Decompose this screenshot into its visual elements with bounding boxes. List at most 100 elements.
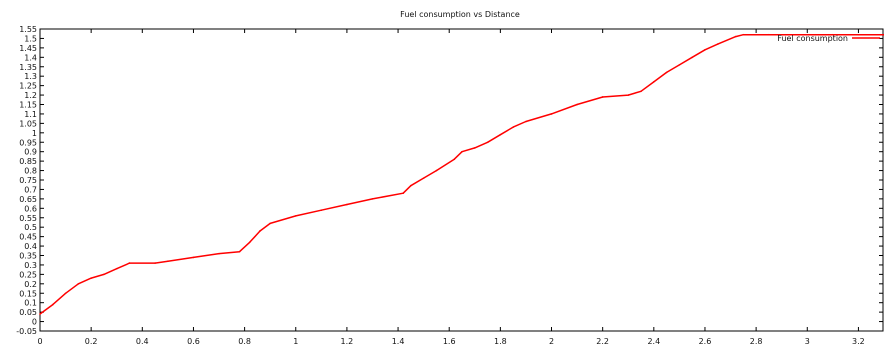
data-point <box>627 94 630 96</box>
data-point <box>576 103 578 106</box>
y-tick-label: 0.75 <box>19 176 37 185</box>
data-point <box>259 230 261 232</box>
data-point <box>51 303 54 306</box>
y-tick-label: 0.6 <box>24 204 37 213</box>
data-point <box>294 215 297 217</box>
data-point <box>154 262 156 264</box>
legend: Fuel consumption <box>777 34 880 43</box>
y-tick-label: 1.15 <box>19 101 37 110</box>
data-point <box>90 277 92 279</box>
data-point <box>435 169 438 172</box>
y-tick-label: 1.3 <box>24 72 37 81</box>
data-point <box>402 192 404 195</box>
x-tick-label: 1 <box>293 337 298 346</box>
data-point <box>857 33 860 36</box>
data-point <box>39 313 41 315</box>
y-tick-label: 0.55 <box>19 214 37 223</box>
y-tick-label: 1.25 <box>19 82 37 91</box>
y-tick-label: 1 <box>32 129 37 138</box>
y-tick-label: 0.85 <box>19 157 37 166</box>
data-point <box>512 126 514 128</box>
data-point <box>371 198 374 200</box>
data-point <box>64 292 67 295</box>
data-point <box>525 120 527 123</box>
y-tick-label: 0 <box>32 318 37 327</box>
series-layer <box>39 33 884 315</box>
data-point <box>691 56 693 59</box>
x-tick-label: 2.8 <box>750 337 763 346</box>
y-tick-label: 0.15 <box>19 289 37 298</box>
data-point <box>742 33 745 36</box>
data-point <box>768 33 770 36</box>
data-point <box>410 184 412 187</box>
y-tick-label: 1.55 <box>19 25 37 34</box>
x-tick-label: 0 <box>37 337 42 346</box>
x-tick-label: 2 <box>549 337 554 346</box>
y-tick-label: 0.35 <box>19 252 37 261</box>
data-point <box>346 203 348 206</box>
y-tick-label: 0.25 <box>19 270 37 279</box>
x-tick-label: 1.8 <box>494 337 507 346</box>
y-tick-label: -0.05 <box>16 327 37 336</box>
y-tick-label: 0.8 <box>24 167 37 176</box>
data-point <box>453 158 456 161</box>
y-tick-label: 0.7 <box>24 185 37 194</box>
data-point <box>832 33 834 36</box>
data-point <box>653 81 655 83</box>
data-point <box>601 96 604 98</box>
y-tick-label: 1.2 <box>24 91 37 100</box>
x-tick-label: 1.4 <box>392 337 405 346</box>
y-tick-label: 0.45 <box>19 233 37 242</box>
y-tick-label: 0.65 <box>19 195 37 204</box>
x-tick-label: 3 <box>805 337 810 346</box>
x-tick-label: 0.2 <box>85 337 98 346</box>
data-point <box>665 71 668 74</box>
y-tick-label: 0.2 <box>24 280 37 289</box>
data-point <box>473 147 476 149</box>
data-point <box>218 252 220 255</box>
x-axis: 0 0.2 0.4 0.6 0.8 1 1.2 1.4 1.6 1.8 2 2.2 2.4 2.6 2.8 3… <box>37 29 865 346</box>
data-point <box>678 64 681 66</box>
y-tick-label: 0.3 <box>24 261 37 270</box>
y-tick-label: 1.05 <box>19 119 37 128</box>
data-point <box>115 267 118 270</box>
y-tick-label: 0.95 <box>19 138 37 147</box>
y-tick-label: 1.35 <box>19 63 37 72</box>
data-point <box>716 43 719 45</box>
x-tick-label: 0.6 <box>187 337 200 346</box>
y-tick-label: 0.4 <box>24 242 37 251</box>
y-tick-label: 1.4 <box>24 53 37 62</box>
data-point <box>499 133 502 136</box>
y-tick-label: 1.1 <box>24 110 37 119</box>
legend-label: Fuel consumption <box>777 34 848 43</box>
data-point <box>167 260 169 262</box>
data-point <box>461 150 463 153</box>
data-point <box>640 90 642 93</box>
y-tick-label: 0.05 <box>19 308 37 317</box>
data-point <box>422 177 425 179</box>
data-point <box>806 33 809 36</box>
data-point <box>248 241 251 244</box>
data-point <box>704 48 706 51</box>
data-point <box>238 250 241 253</box>
data-point <box>103 273 105 276</box>
data-point <box>192 256 195 259</box>
data-point <box>77 283 80 285</box>
data-point <box>128 262 131 264</box>
data-point <box>734 35 737 38</box>
series-line <box>39 33 884 315</box>
x-tick-label: 3.2 <box>852 337 865 346</box>
y-tick-label: 0.1 <box>24 299 37 308</box>
x-tick-label: 0.4 <box>136 337 149 346</box>
y-tick-label: 1.45 <box>19 44 37 53</box>
plot-frame <box>39 28 884 332</box>
x-tick-label: 0.8 <box>238 337 251 346</box>
data-point <box>550 113 553 115</box>
y-tick-label: 0.9 <box>24 148 37 157</box>
x-tick-label: 2.2 <box>596 337 609 346</box>
data-point <box>486 141 489 144</box>
x-tick-label: 2.6 <box>699 337 712 346</box>
chart-title: Fuel consumption vs Distance <box>400 10 520 19</box>
x-tick-label: 1.6 <box>443 337 456 346</box>
